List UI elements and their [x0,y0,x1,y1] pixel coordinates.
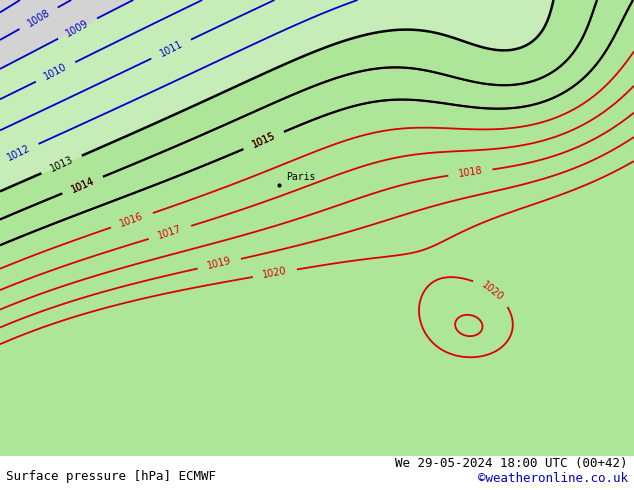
Text: 1008: 1008 [25,8,51,29]
Text: ©weatheronline.co.uk: ©weatheronline.co.uk [477,472,628,485]
Text: 1014: 1014 [69,175,96,195]
Text: 1017: 1017 [157,224,183,241]
Text: Paris: Paris [287,172,316,182]
Text: 1009: 1009 [65,18,91,39]
Text: We 29-05-2024 18:00 UTC (00+42): We 29-05-2024 18:00 UTC (00+42) [395,457,628,470]
Text: 1014: 1014 [69,175,96,195]
Text: 1019: 1019 [206,256,232,271]
Text: 1020: 1020 [480,280,505,303]
Text: 1010: 1010 [42,62,68,82]
Text: 1015: 1015 [250,131,277,150]
Text: 1018: 1018 [458,166,483,179]
Text: 1011: 1011 [158,39,184,59]
Text: 1015: 1015 [250,131,277,150]
Text: 1012: 1012 [5,143,32,163]
Text: 1016: 1016 [119,211,145,229]
Text: Surface pressure [hPa] ECMWF: Surface pressure [hPa] ECMWF [6,469,216,483]
Text: 1020: 1020 [262,266,288,280]
Text: 1013: 1013 [48,155,75,174]
